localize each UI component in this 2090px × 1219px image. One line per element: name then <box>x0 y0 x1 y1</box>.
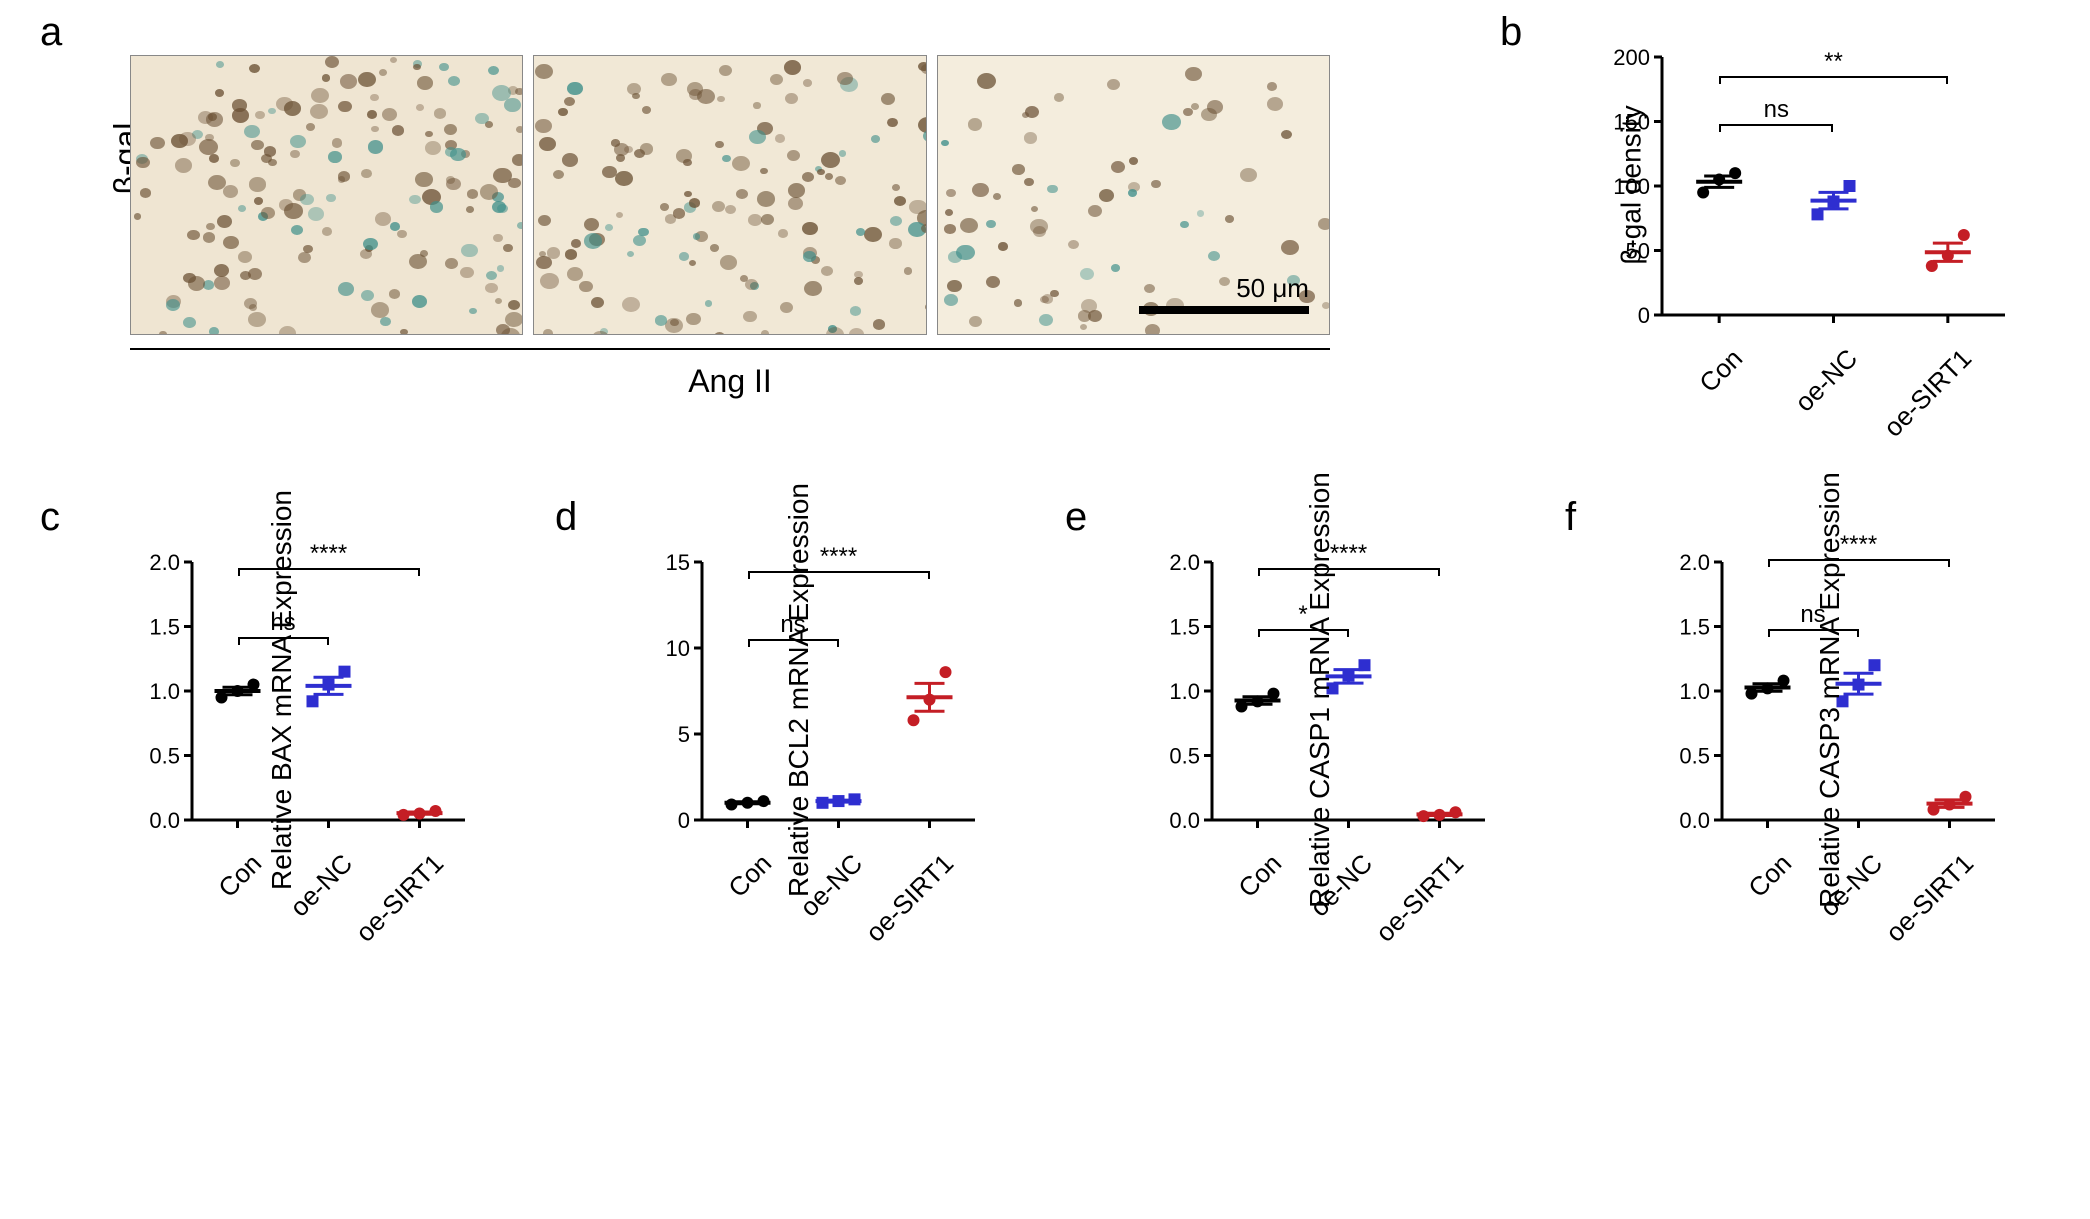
svg-text:200: 200 <box>1613 45 1650 70</box>
panel-label-a: a <box>40 10 62 55</box>
significance-label: * <box>1258 601 1349 629</box>
significance-label: **** <box>1768 531 1950 559</box>
y-axis-label: β-gal density <box>1616 105 1648 264</box>
x-axis-labels: Conoe-NCoe-SIRT1 <box>1600 325 2020 415</box>
scale-bar <box>1139 306 1309 314</box>
svg-text:0.5: 0.5 <box>149 744 180 769</box>
svg-text:2.0: 2.0 <box>1679 550 1710 575</box>
significance-label: **** <box>1258 540 1440 568</box>
x-tick-label: oe-SIRT1 <box>859 848 959 948</box>
x-tick-label: Con <box>1232 848 1288 904</box>
x-tick-label: oe-NC <box>283 848 358 923</box>
svg-text:1.5: 1.5 <box>1169 615 1200 640</box>
significance-label: **** <box>748 543 930 571</box>
svg-text:0.5: 0.5 <box>1679 744 1710 769</box>
svg-text:5: 5 <box>678 722 690 747</box>
x-tick-label: oe-SIRT1 <box>1877 343 1977 443</box>
x-tick-label: Con <box>212 848 268 904</box>
chart-f: Relative CASP3 mRNA Expression0.00.51.01… <box>1660 550 2010 830</box>
svg-text:10: 10 <box>666 636 690 661</box>
significance-bar: **** <box>1768 559 1950 569</box>
significance-bar: ns <box>1768 629 1859 639</box>
x-axis-labels: Conoe-NCoe-SIRT1 <box>130 830 480 920</box>
svg-text:1.0: 1.0 <box>149 679 180 704</box>
x-axis-labels: Conoe-NCoe-SIRT1 <box>1150 830 1500 920</box>
svg-text:1.0: 1.0 <box>1169 679 1200 704</box>
x-tick-label: oe-NC <box>1788 343 1863 418</box>
cells-layer <box>131 56 522 334</box>
x-tick-label: oe-NC <box>1813 848 1888 923</box>
significance-bar: ns <box>238 637 329 647</box>
significance-bar: ** <box>1719 76 1948 86</box>
panel-label-e: e <box>1065 495 1087 540</box>
chart-b: β-gal density050100150200ns**Conoe-NCoe-… <box>1600 45 2020 325</box>
x-tick-label: Con <box>1693 343 1749 399</box>
panel-label-d: d <box>555 495 577 540</box>
chart-c: Relative BAX mRNA Expression0.00.51.01.5… <box>130 550 480 830</box>
significance-label: ns <box>1719 96 1833 124</box>
x-tick-label: oe-SIRT1 <box>349 848 449 948</box>
significance-label: ** <box>1719 48 1948 76</box>
panel-label-c: c <box>40 495 60 540</box>
significance-bar: ns <box>748 639 839 649</box>
significance-label: ns <box>748 611 839 639</box>
svg-text:15: 15 <box>666 550 690 575</box>
cells-layer <box>534 56 925 334</box>
x-tick-label: oe-SIRT1 <box>1369 848 1469 948</box>
significance-bar: **** <box>1258 568 1440 578</box>
svg-text:1.5: 1.5 <box>1679 615 1710 640</box>
significance-label: ns <box>238 609 329 637</box>
figure-root: a b c d e f β-gal Conoe-NCoe-SIRT150 μm … <box>0 0 2090 1219</box>
chart-e: Relative CASP1 mRNA Expression0.00.51.01… <box>1150 550 1500 830</box>
microscopy-image-0: Con <box>130 55 523 335</box>
svg-text:2.0: 2.0 <box>1169 550 1200 575</box>
x-axis-labels: Conoe-NCoe-SIRT1 <box>640 830 990 920</box>
x-tick-label: Con <box>1742 848 1798 904</box>
microscopy-image-1: oe-NC <box>533 55 926 335</box>
microscopy-image-2: oe-SIRT150 μm <box>937 55 1330 335</box>
chart-d: Relative BCL2 mRNA Expression051015ns***… <box>640 550 990 830</box>
scale-bar-label: 50 μm <box>1236 273 1309 304</box>
svg-text:1.0: 1.0 <box>1679 679 1710 704</box>
significance-bar: **** <box>238 568 420 578</box>
x-tick-label: Con <box>722 848 778 904</box>
x-tick-label: oe-SIRT1 <box>1879 848 1979 948</box>
angii-label: Ang II <box>130 363 1330 400</box>
panel-label-b: b <box>1500 10 1522 55</box>
svg-text:0.5: 0.5 <box>1169 744 1200 769</box>
significance-bar: ns <box>1719 124 1833 134</box>
microscopy-row: Conoe-NCoe-SIRT150 μm <box>130 55 1330 335</box>
svg-text:1.5: 1.5 <box>149 615 180 640</box>
x-tick-label: oe-NC <box>793 848 868 923</box>
panel-label-f: f <box>1565 495 1576 540</box>
significance-bar: * <box>1258 629 1349 639</box>
x-axis-labels: Conoe-NCoe-SIRT1 <box>1660 830 2010 920</box>
significance-bar: **** <box>748 571 930 581</box>
x-tick-label: oe-NC <box>1303 848 1378 923</box>
angii-line <box>130 348 1330 350</box>
significance-label: **** <box>238 540 420 568</box>
svg-text:2.0: 2.0 <box>149 550 180 575</box>
significance-label: ns <box>1768 601 1859 629</box>
